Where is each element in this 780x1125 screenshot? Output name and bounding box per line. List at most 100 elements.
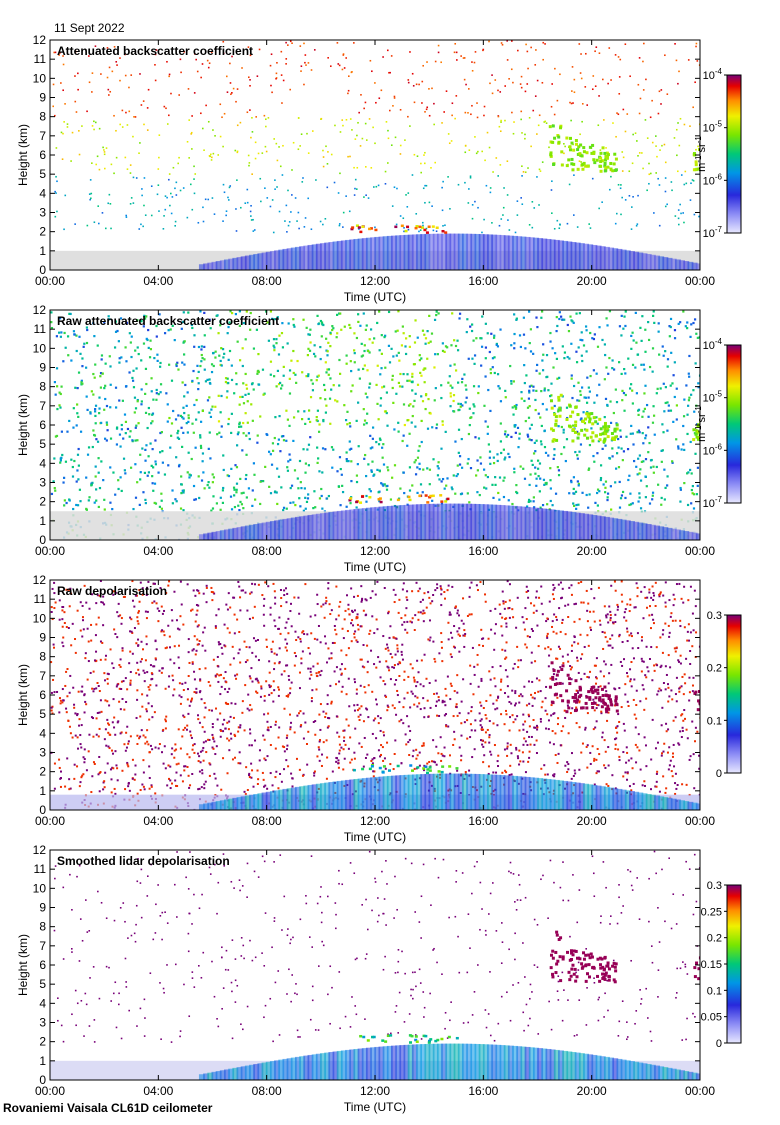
y-tick-label: 12 <box>33 573 47 587</box>
x-tick-label: 08:00 <box>252 1084 282 1098</box>
x-tick-label: 16:00 <box>468 1084 498 1098</box>
colorbar-tick-label: 10-7 <box>703 495 723 510</box>
x-tick-label: 04:00 <box>143 1084 173 1098</box>
y-tick-label: 3 <box>39 206 46 220</box>
panel-1-title: Attenuated backscatter coefficient <box>57 44 253 58</box>
y-tick-label: 3 <box>39 746 46 760</box>
colorbar-tick-label: 10-7 <box>703 225 723 240</box>
x-axis-label: Time (UTC) <box>344 1100 406 1114</box>
y-tick-label: 2 <box>39 765 46 779</box>
colorbar-tick-label: 0 <box>716 768 722 780</box>
y-tick-label: 5 <box>39 977 46 991</box>
colorbar-tick-label: 10-4 <box>703 337 723 352</box>
colorbar-gradient <box>727 615 741 773</box>
y-tick-label: 12 <box>33 33 47 47</box>
colorbar-tick-label: 0.1 <box>707 985 722 997</box>
y-tick-label: 7 <box>39 939 46 953</box>
panel-4-title: Smoothed lidar depolarisation <box>57 854 230 868</box>
colorbar-unit-label: m-1 sr-1 <box>694 136 708 172</box>
colorbar-tick-label: 0.3 <box>707 880 722 892</box>
colorbar-tick-label: 0.3 <box>707 610 722 622</box>
y-tick-label: 2 <box>39 495 46 509</box>
site-instrument-label: Rovaniemi Vaisala CL61D ceilometer <box>3 1101 212 1115</box>
panel-1: Attenuated backscatter coefficient012345… <box>16 33 741 304</box>
y-axis-label: Height (km) <box>16 934 30 996</box>
y-tick-label: 12 <box>33 843 47 857</box>
x-tick-label: 00:00 <box>685 814 715 828</box>
x-tick-label: 20:00 <box>577 544 607 558</box>
panel-4-data-field <box>50 850 708 1080</box>
y-tick-label: 2 <box>39 1035 46 1049</box>
y-tick-label: 4 <box>39 726 46 740</box>
x-tick-label: 00:00 <box>685 274 715 288</box>
y-tick-label: 1 <box>39 244 46 258</box>
y-tick-label: 11 <box>34 322 47 336</box>
y-tick-label: 8 <box>39 110 46 124</box>
x-tick-label: 20:00 <box>577 274 607 288</box>
y-tick-label: 6 <box>39 418 46 432</box>
colorbar-tick-label: 0.05 <box>701 1012 722 1024</box>
y-tick-label: 5 <box>39 437 46 451</box>
y-axis-label: Height (km) <box>16 664 30 726</box>
x-tick-label: 04:00 <box>143 544 173 558</box>
panel-1-data-field <box>50 40 708 270</box>
panel-2: Raw attenuated backscatter coefficient01… <box>16 303 741 574</box>
x-tick-label: 12:00 <box>360 274 390 288</box>
x-tick-label: 08:00 <box>252 274 282 288</box>
y-tick-label: 12 <box>33 303 47 317</box>
colorbar-tick-label: 10-6 <box>703 172 723 187</box>
y-tick-label: 9 <box>39 631 46 645</box>
y-tick-label: 8 <box>39 920 46 934</box>
colorbar-tick-label: 0 <box>716 1038 722 1050</box>
colorbar-tick-label: 10-5 <box>703 120 723 135</box>
y-tick-label: 4 <box>39 996 46 1010</box>
x-tick-label: 00:00 <box>685 544 715 558</box>
y-tick-label: 6 <box>39 958 46 972</box>
y-tick-label: 2 <box>39 225 46 239</box>
y-tick-label: 11 <box>34 592 47 606</box>
colorbar-tick-label: 10-6 <box>703 442 723 457</box>
colorbar-tick-label: 0.2 <box>707 663 722 675</box>
x-axis-label: Time (UTC) <box>344 560 406 574</box>
x-tick-label: 16:00 <box>468 274 498 288</box>
panel-3-title: Raw depolarisation <box>57 584 167 598</box>
y-tick-label: 10 <box>33 341 47 355</box>
colorbar-4: 0.30.250.20.150.10.050 <box>701 880 741 1050</box>
colorbar-tick-label: 10-5 <box>703 390 723 405</box>
x-tick-label: 08:00 <box>252 544 282 558</box>
panel-2-data-field <box>50 310 707 542</box>
x-tick-label: 12:00 <box>360 544 390 558</box>
y-tick-label: 8 <box>39 650 46 664</box>
colorbar-tick-label: 0.25 <box>701 906 722 918</box>
colorbar-gradient <box>727 345 741 503</box>
x-axis-label: Time (UTC) <box>344 290 406 304</box>
y-tick-label: 5 <box>39 167 46 181</box>
colorbar-tick-label: 0.2 <box>707 933 722 945</box>
y-tick-label: 1 <box>39 514 46 528</box>
x-tick-label: 00:00 <box>35 274 65 288</box>
x-tick-label: 20:00 <box>577 1084 607 1098</box>
colorbar-gradient <box>727 75 741 233</box>
colorbar-2: 10-410-510-610-7m-1 sr-1 <box>694 337 741 510</box>
y-tick-label: 7 <box>39 669 46 683</box>
y-tick-label: 1 <box>39 1054 46 1068</box>
x-tick-label: 04:00 <box>143 814 173 828</box>
y-tick-label: 11 <box>34 52 47 66</box>
y-axis-label: Height (km) <box>16 124 30 186</box>
x-tick-label: 20:00 <box>577 814 607 828</box>
x-tick-label: 00:00 <box>35 544 65 558</box>
panel-3-data-field <box>50 580 707 812</box>
date-label: 11 Sept 2022 <box>54 21 125 35</box>
x-tick-label: 04:00 <box>143 274 173 288</box>
colorbar-1: 10-410-510-610-7m-1 sr-1 <box>694 67 741 240</box>
y-tick-label: 1 <box>39 784 46 798</box>
x-tick-label: 12:00 <box>360 814 390 828</box>
y-tick-label: 11 <box>34 862 47 876</box>
colorbar-3: 0.30.20.10 <box>707 610 741 780</box>
y-tick-label: 10 <box>33 611 47 625</box>
y-tick-label: 6 <box>39 148 46 162</box>
y-tick-label: 4 <box>39 186 46 200</box>
